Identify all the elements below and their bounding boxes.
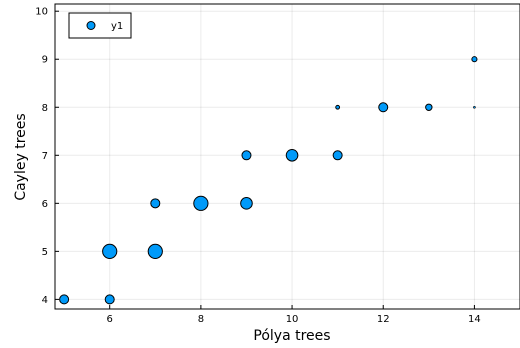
- scatter-point: [150, 198, 161, 209]
- x-tick-label: 10: [286, 314, 299, 325]
- data-points: [59, 56, 478, 305]
- plot-frame: [54, 3, 520, 310]
- scatter-point: [104, 294, 115, 305]
- y-tick-label: 9: [42, 55, 48, 66]
- scatter-point: [335, 104, 341, 110]
- scatter-point: [285, 148, 299, 162]
- y-tick-label: 8: [42, 103, 48, 114]
- scatter-point: [378, 102, 389, 113]
- y-tick-label: 4: [42, 295, 48, 306]
- legend-label-y1: y1: [111, 21, 123, 32]
- y-tick-label: 7: [42, 151, 48, 162]
- legend-box: [68, 12, 132, 39]
- scatter-point: [59, 294, 70, 305]
- scatter-point: [240, 197, 253, 210]
- x-tick-label: 6: [107, 314, 113, 325]
- y-tick-label: 6: [42, 199, 48, 210]
- y-tick-label: 5: [42, 247, 48, 258]
- scatter-point: [473, 105, 476, 109]
- y-axis-title: Cayley trees: [13, 113, 29, 200]
- x-tick-label: 8: [198, 314, 204, 325]
- scatter-point: [471, 56, 478, 63]
- y-tick-label: 10: [35, 7, 48, 18]
- scatter-point: [332, 150, 343, 161]
- legend-marker: [86, 21, 96, 30]
- x-axis-title: Pólya trees: [253, 328, 330, 344]
- scatter-point: [241, 150, 252, 161]
- axis-ticks: 6 8 10 12 14 4 5 6 7 8 9 10: [35, 7, 481, 325]
- scatter-point: [147, 243, 163, 259]
- x-tick-label: 14: [468, 314, 481, 325]
- scatter-point: [425, 103, 433, 111]
- scatter-point: [102, 243, 118, 259]
- scatter-point: [193, 195, 209, 211]
- legend: y1: [68, 12, 132, 39]
- x-tick-label: 12: [377, 314, 390, 325]
